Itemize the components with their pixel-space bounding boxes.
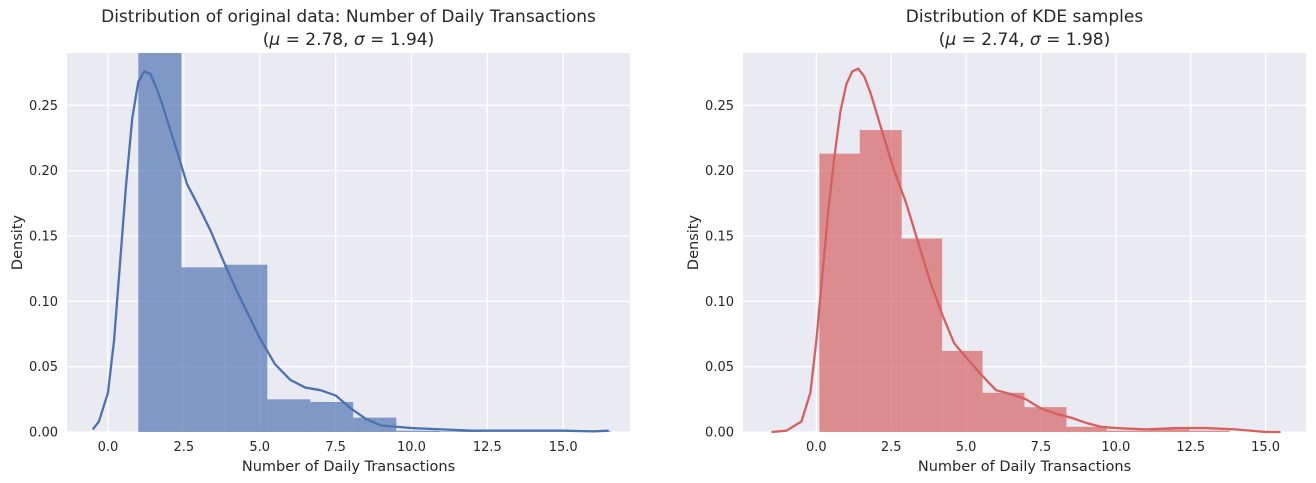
x-tick-label: 5.0 bbox=[249, 440, 270, 455]
x-tick-label: 7.5 bbox=[325, 440, 346, 455]
mu-symbol: μ bbox=[944, 30, 956, 50]
histogram-bar-3 bbox=[267, 399, 311, 432]
histogram-bar-1 bbox=[859, 130, 902, 432]
y-tick-label: 0.05 bbox=[29, 360, 58, 375]
kde-line-original bbox=[91, 70, 609, 433]
chart-subtitle-kde: (μ = 2.74, σ = 1.98) bbox=[939, 30, 1111, 50]
y-tick-label: 0.25 bbox=[705, 99, 734, 114]
histogram-bar-7 bbox=[439, 431, 483, 432]
x-tick-label: 12.5 bbox=[473, 440, 502, 455]
x-tick-labels-original: 0.0 2.5 5.0 7.5 10.0 12.5 15.0 bbox=[98, 440, 578, 455]
x-tick-label: 15.0 bbox=[549, 440, 578, 455]
y-tick-labels-kde: 0.00 0.05 0.10 0.15 0.20 0.25 bbox=[705, 99, 734, 441]
histogram-bar-0 bbox=[819, 153, 860, 432]
chart-title-original: Distribution of original data: Number of… bbox=[101, 7, 596, 27]
y-tick-label: 0.05 bbox=[705, 360, 734, 375]
x-tick-label: 0.0 bbox=[98, 440, 119, 455]
y-tick-label: 0.10 bbox=[29, 295, 58, 310]
histogram-bar-2 bbox=[901, 238, 943, 432]
histogram-bar-4 bbox=[982, 392, 1025, 432]
histogram-bar-4 bbox=[310, 401, 354, 432]
x-tick-label: 2.5 bbox=[881, 440, 902, 455]
x-tick-label: 10.0 bbox=[1101, 440, 1130, 455]
subplot-kde-samples: 0.0 2.5 5.0 7.5 10.0 12.5 15.0 0.00 0.05 0.10 0.1… bbox=[686, 7, 1306, 475]
x-tick-label: 15.0 bbox=[1251, 440, 1280, 455]
y-tick-label: 0.00 bbox=[705, 426, 734, 441]
histogram-bar-2 bbox=[224, 264, 268, 432]
histogram-bar-9 bbox=[1189, 430, 1230, 432]
histogram-bar-8 bbox=[1148, 429, 1190, 432]
x-tick-label: 0.0 bbox=[806, 440, 827, 455]
y-tick-labels-original: 0.00 0.05 0.10 0.15 0.20 0.25 bbox=[29, 99, 58, 441]
histogram-bars-kde bbox=[819, 130, 1230, 432]
x-tick-label: 7.5 bbox=[1031, 440, 1052, 455]
y-tick-label: 0.20 bbox=[29, 164, 58, 179]
sigma-symbol: σ bbox=[354, 30, 366, 50]
x-tick-labels-kde: 0.0 2.5 5.0 7.5 10.0 12.5 15.0 bbox=[806, 440, 1280, 455]
x-tick-label: 12.5 bbox=[1176, 440, 1205, 455]
y-tick-label: 0.20 bbox=[705, 164, 734, 179]
mu-symbol: μ bbox=[268, 30, 280, 50]
y-tick-label: 0.15 bbox=[705, 229, 734, 244]
y-tick-label: 0.15 bbox=[29, 229, 58, 244]
chart-title-kde: Distribution of KDE samples bbox=[906, 7, 1144, 27]
histogram-bar-7 bbox=[1106, 430, 1149, 432]
histogram-bar-5 bbox=[1024, 407, 1067, 432]
histogram-bar-3 bbox=[942, 350, 983, 432]
kde-line-samples bbox=[771, 67, 1281, 434]
x-tick-label: 2.5 bbox=[174, 440, 195, 455]
histogram-bar-6 bbox=[396, 430, 440, 432]
x-axis-label-original: Number of Daily Transactions bbox=[242, 459, 455, 475]
y-tick-label: 0.00 bbox=[29, 426, 58, 441]
y-tick-label: 0.10 bbox=[705, 295, 734, 310]
histogram-bar-5 bbox=[353, 417, 397, 432]
histogram-bar-6 bbox=[1066, 426, 1107, 432]
histogram-bar-1 bbox=[181, 267, 225, 432]
histogram-bar-0 bbox=[138, 53, 182, 432]
histogram-bars-original bbox=[138, 53, 612, 432]
sigma-symbol: σ bbox=[1030, 30, 1042, 50]
chart-subtitle-original: (μ = 2.78, σ = 1.94) bbox=[263, 30, 435, 50]
subplot-original-data: 0.0 2.5 5.0 7.5 10.0 12.5 15.0 0.00 0.05 0.10 0.1… bbox=[10, 7, 630, 475]
y-tick-label: 0.25 bbox=[29, 99, 58, 114]
x-tick-label: 5.0 bbox=[956, 440, 977, 455]
x-tick-label: 10.0 bbox=[397, 440, 426, 455]
x-axis-label-kde: Number of Daily Transactions bbox=[918, 459, 1131, 475]
y-axis-label-original: Density bbox=[10, 215, 26, 271]
y-axis-label-kde: Density bbox=[686, 215, 702, 271]
